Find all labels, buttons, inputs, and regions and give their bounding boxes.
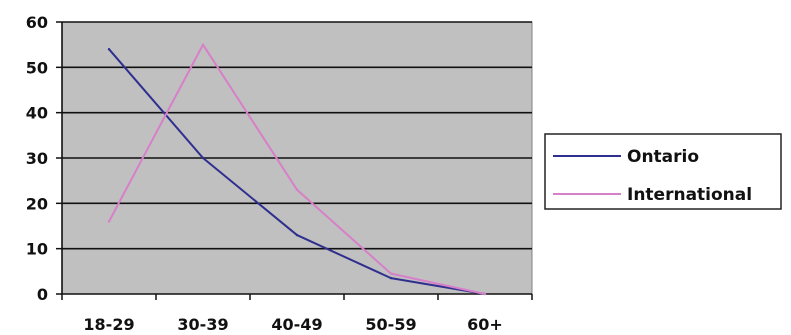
legend: Ontario International bbox=[544, 133, 782, 210]
x-tick-label: 60+ bbox=[467, 315, 503, 334]
data-point-ontario bbox=[107, 48, 111, 51]
y-tick-label: 60 bbox=[26, 13, 48, 32]
legend-label-ontario: Ontario bbox=[627, 147, 699, 167]
y-tick-label: 10 bbox=[26, 240, 48, 259]
x-tick-label: 50-59 bbox=[365, 315, 416, 334]
x-tick-label: 18-29 bbox=[83, 315, 134, 334]
y-tick-label: 20 bbox=[26, 194, 48, 213]
data-point-international bbox=[201, 43, 205, 46]
y-tick-label: 30 bbox=[26, 149, 48, 168]
data-point-ontario bbox=[201, 156, 205, 160]
data-point-ontario bbox=[295, 233, 299, 237]
series-lines bbox=[107, 43, 487, 296]
y-tick-label: 50 bbox=[26, 58, 48, 77]
x-tick-label: 40-49 bbox=[271, 315, 322, 334]
gridlines bbox=[62, 21, 532, 250]
data-point-international bbox=[295, 188, 299, 191]
y-axis-ticks: 0 10 20 30 40 50 60 bbox=[26, 13, 62, 304]
x-tick-label: 30-39 bbox=[177, 315, 228, 334]
data-point-international bbox=[389, 272, 393, 275]
legend-label-international: International bbox=[627, 185, 752, 205]
y-tick-label: 0 bbox=[37, 285, 48, 304]
y-tick-label: 40 bbox=[26, 104, 48, 123]
data-point-ontario bbox=[389, 276, 393, 280]
data-point-international bbox=[483, 292, 487, 296]
legend-box bbox=[544, 133, 782, 210]
data-point-international bbox=[107, 220, 111, 223]
x-axis-ticks: 18-29 30-39 40-49 50-59 60+ bbox=[61, 294, 533, 334]
